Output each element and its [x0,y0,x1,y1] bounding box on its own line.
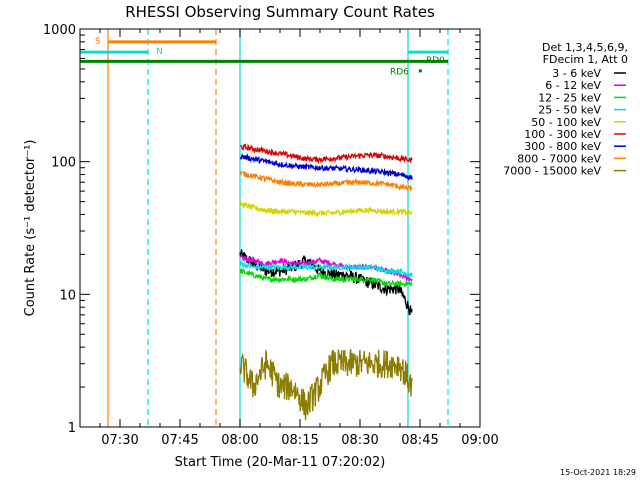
data-series [239,143,413,421]
legend-header: Det 1,3,4,5,6,9, [542,41,628,54]
x-tick-label: 09:00 [461,433,498,448]
n-bar-label: N [156,47,163,57]
vertical-markers [107,29,449,427]
series-line [239,267,413,288]
y-tick-label: 1000 [43,23,76,38]
legend-entry-label: 12 - 25 keV [538,91,601,104]
y-tick-label: 1 [68,421,76,436]
series-line [239,143,413,165]
chart-title: RHESSI Observing Summary Count Rates [125,3,435,21]
rd0-label: RD0 [426,56,445,66]
legend: Det 1,3,4,5,6,9,FDecim 1, Att 03 - 6 keV… [503,41,628,178]
x-tick-label: 08:30 [341,433,378,448]
y-axis-ticks: 1 10 100 1000 [43,23,480,436]
x-tick-label: 07:30 [101,433,138,448]
y-axis-label: Count Rate (s⁻¹ detector⁻¹) [23,140,38,317]
series-line [239,349,413,421]
series-line [239,253,413,283]
x-axis-label: Start Time (20-Mar-11 07:20:02) [175,455,386,470]
timestamp: 15-Oct-2021 18:29 [560,468,636,477]
x-tick-label: 07:45 [161,433,198,448]
legend-entry-label: 100 - 300 keV [524,128,601,141]
legend-entry-label: 7000 - 15000 keV [503,165,601,178]
x-tick-label: 08:15 [281,433,318,448]
x-tick-label: 08:00 [221,433,258,448]
s-bar-label: S [95,37,101,47]
legend-entry-label: 50 - 100 keV [531,116,601,129]
series-line [239,259,413,278]
legend-entry-label: 6 - 12 keV [545,79,601,92]
status-bars: S N RD0 RD6 [80,37,448,77]
series-line [239,199,413,218]
y-tick-label: 10 [59,288,76,303]
series-line [239,170,413,192]
rd6-label: RD6 [390,67,409,77]
rd6-marker [418,69,422,73]
legend-entry-label: 3 - 6 keV [552,67,601,80]
y-tick-label: 100 [51,156,76,171]
x-axis-ticks: 07:30 07:45 08:00 08:15 08:30 08:45 09:00 [79,29,499,448]
x-tick-label: 08:45 [401,433,438,448]
legend-entry-label: 25 - 50 keV [538,104,601,117]
legend-entry-label: 300 - 800 keV [524,140,601,153]
legend-entry-label: 800 - 7000 keV [517,152,601,165]
series-line [239,153,413,182]
legend-header: FDecim 1, Att 0 [543,53,628,66]
